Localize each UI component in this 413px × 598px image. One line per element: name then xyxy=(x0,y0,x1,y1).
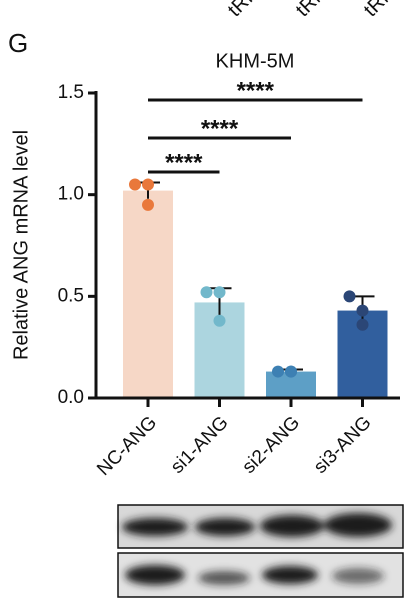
y-tick-label: 0.5 xyxy=(58,285,84,306)
y-tick-label: 1.0 xyxy=(58,184,84,205)
data-point xyxy=(272,365,284,378)
x-tick-label: NC-ANG xyxy=(93,412,161,480)
significance-label: **** xyxy=(201,115,239,142)
y-tick-label: 0.0 xyxy=(58,387,84,408)
data-point xyxy=(213,286,226,299)
blot xyxy=(117,504,404,598)
data-point xyxy=(356,304,369,317)
y-axis-label: Relative ANG mRNA level xyxy=(10,130,32,360)
data-point xyxy=(356,318,369,331)
data-point xyxy=(213,314,226,327)
data-point xyxy=(142,198,154,211)
chart-title: KHM-5M xyxy=(216,50,295,72)
x-tick-label: si1-ANG xyxy=(167,412,233,478)
data-point xyxy=(285,365,297,378)
data-point xyxy=(129,178,141,191)
x-tick-label: si2-ANG xyxy=(238,412,304,478)
header-fragment: tRI xyxy=(224,0,258,21)
data-point xyxy=(200,286,213,299)
header-fragment: tRN xyxy=(292,0,332,21)
data-point xyxy=(343,290,356,303)
significance-label: **** xyxy=(165,149,203,176)
significance-label: **** xyxy=(237,77,275,104)
bar xyxy=(123,190,173,398)
y-tick-label: 1.5 xyxy=(58,82,84,103)
header-fragment: tRN xyxy=(360,0,400,21)
panel-label: G xyxy=(8,28,28,58)
x-tick-label: si3-ANG xyxy=(310,412,376,478)
data-point xyxy=(142,178,154,191)
